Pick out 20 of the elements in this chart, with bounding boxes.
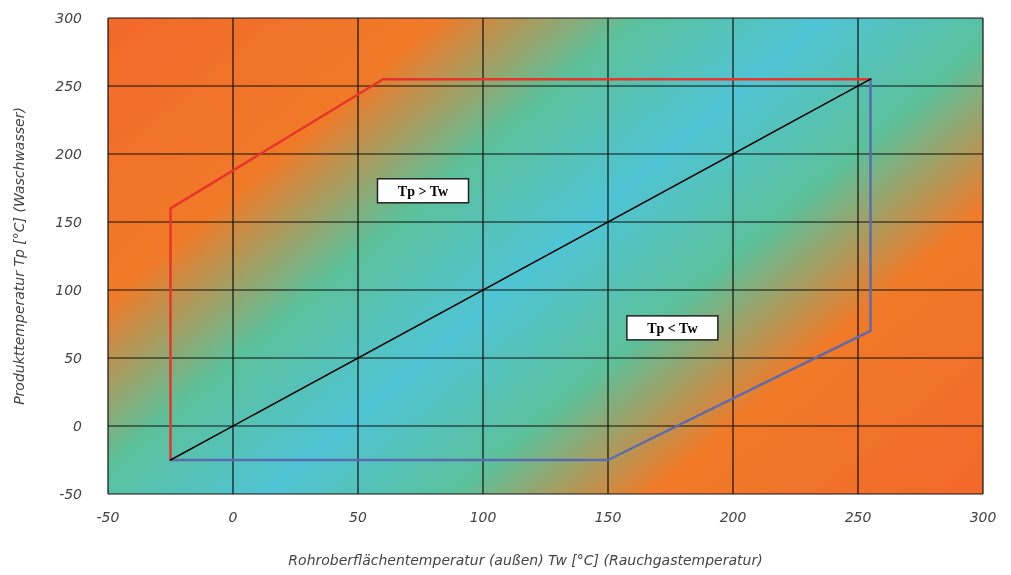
y-tick-label: 100	[55, 282, 83, 298]
y-tick-label: 250	[55, 78, 83, 94]
x-tick-label: 150	[594, 509, 622, 525]
x-axis-title: Rohroberflächentemperatur (außen) Tw [°C] (Rauchgastemperatur)	[288, 552, 763, 568]
y-tick-label: 0	[73, 418, 83, 434]
x-tick-label: 0	[228, 509, 238, 525]
y-tick-label: 50	[64, 350, 83, 366]
x-tick-label: 50	[349, 509, 367, 525]
x-tick-label: 250	[844, 509, 872, 525]
annotation: Tp > Tw	[397, 183, 450, 199]
y-tick-label: 150	[55, 214, 83, 230]
y-tick-label: -50	[59, 486, 83, 502]
x-tick-label: -50	[96, 509, 120, 525]
y-axis-title: Produkttemperatur Tp [°C] (Waschwasser)	[11, 107, 27, 405]
annotation: Tp < Tw	[647, 320, 699, 336]
y-tick-label: 200	[55, 146, 83, 162]
x-tick-label: 100	[469, 509, 497, 525]
y-tick-label: 300	[55, 10, 83, 26]
x-tick-label: 200	[719, 509, 747, 525]
x-tick-label: 300	[969, 509, 997, 525]
